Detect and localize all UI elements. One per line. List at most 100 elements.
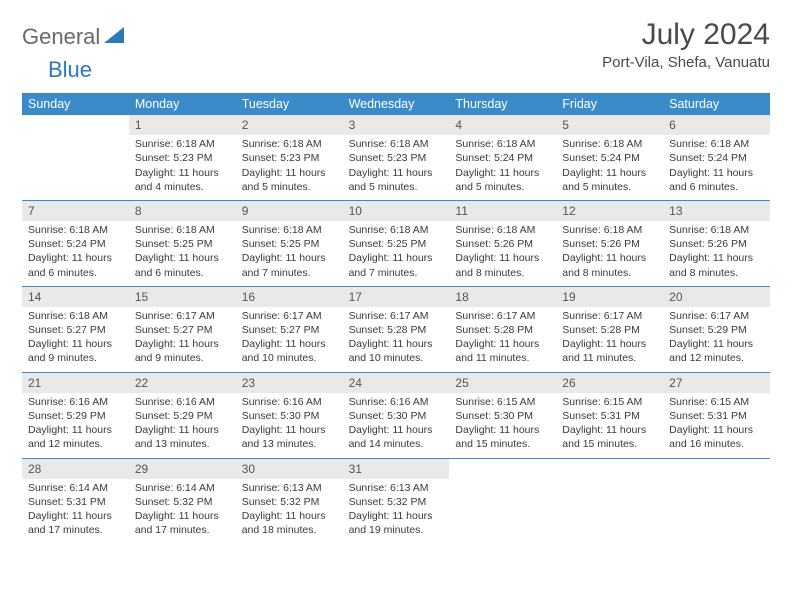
daylight1-text: Daylight: 11 hours [28,509,123,523]
sunrise-text: Sunrise: 6:18 AM [669,223,764,237]
daylight2-text: and 13 minutes. [135,437,230,451]
calendar-header-row: Sunday Monday Tuesday Wednesday Thursday… [22,93,770,115]
sunset-text: Sunset: 5:32 PM [242,495,337,509]
day-number: 28 [22,459,129,479]
daylight1-text: Daylight: 11 hours [669,251,764,265]
daylight2-text: and 8 minutes. [669,266,764,280]
calendar-cell [22,115,129,200]
daylight1-text: Daylight: 11 hours [242,423,337,437]
daylight1-text: Daylight: 11 hours [455,251,550,265]
calendar-cell: 9Sunrise: 6:18 AMSunset: 5:25 PMDaylight… [236,200,343,286]
calendar-body: 1Sunrise: 6:18 AMSunset: 5:23 PMDaylight… [22,115,770,543]
sunrise-text: Sunrise: 6:18 AM [349,137,444,151]
daylight1-text: Daylight: 11 hours [455,337,550,351]
daylight1-text: Daylight: 11 hours [135,337,230,351]
day-number: 14 [22,287,129,307]
calendar-cell [556,458,663,544]
daylight2-text: and 11 minutes. [562,351,657,365]
daylight2-text: and 17 minutes. [28,523,123,537]
sunset-text: Sunset: 5:31 PM [562,409,657,423]
sunset-text: Sunset: 5:23 PM [349,151,444,165]
daylight1-text: Daylight: 11 hours [135,251,230,265]
brand-triangle-icon [104,27,124,48]
daylight2-text: and 15 minutes. [562,437,657,451]
sunrise-text: Sunrise: 6:17 AM [669,309,764,323]
brand-logo: General [22,24,126,50]
daylight2-text: and 5 minutes. [562,180,657,194]
sunrise-text: Sunrise: 6:15 AM [455,395,550,409]
daylight2-text: and 16 minutes. [669,437,764,451]
brand-word-2: Blue [48,57,92,82]
day-number: 3 [343,115,450,135]
daylight1-text: Daylight: 11 hours [562,423,657,437]
daylight2-text: and 9 minutes. [28,351,123,365]
daylight1-text: Daylight: 11 hours [28,337,123,351]
day-number: 13 [663,201,770,221]
day-number: 18 [449,287,556,307]
calendar-page: General July 2024 Port-Vila, Shefa, Vanu… [0,0,792,553]
daylight1-text: Daylight: 11 hours [669,337,764,351]
daylight1-text: Daylight: 11 hours [669,166,764,180]
calendar-cell: 12Sunrise: 6:18 AMSunset: 5:26 PMDayligh… [556,200,663,286]
calendar-cell: 28Sunrise: 6:14 AMSunset: 5:31 PMDayligh… [22,458,129,544]
day-number: 19 [556,287,663,307]
daylight1-text: Daylight: 11 hours [135,166,230,180]
daylight1-text: Daylight: 11 hours [562,166,657,180]
brand-word-1: General [22,24,100,50]
sunrise-text: Sunrise: 6:17 AM [455,309,550,323]
sunset-text: Sunset: 5:30 PM [349,409,444,423]
daylight1-text: Daylight: 11 hours [349,423,444,437]
daylight2-text: and 10 minutes. [242,351,337,365]
calendar-cell: 19Sunrise: 6:17 AMSunset: 5:28 PMDayligh… [556,286,663,372]
daylight2-text: and 14 minutes. [349,437,444,451]
sunset-text: Sunset: 5:27 PM [242,323,337,337]
calendar-cell: 29Sunrise: 6:14 AMSunset: 5:32 PMDayligh… [129,458,236,544]
daylight1-text: Daylight: 11 hours [242,166,337,180]
weekday-header: Sunday [22,93,129,115]
calendar-cell: 17Sunrise: 6:17 AMSunset: 5:28 PMDayligh… [343,286,450,372]
daylight1-text: Daylight: 11 hours [349,337,444,351]
sunset-text: Sunset: 5:28 PM [562,323,657,337]
calendar-cell: 24Sunrise: 6:16 AMSunset: 5:30 PMDayligh… [343,372,450,458]
calendar-cell: 23Sunrise: 6:16 AMSunset: 5:30 PMDayligh… [236,372,343,458]
daylight2-text: and 15 minutes. [455,437,550,451]
sunset-text: Sunset: 5:32 PM [135,495,230,509]
daylight2-text: and 6 minutes. [135,266,230,280]
sunset-text: Sunset: 5:28 PM [455,323,550,337]
day-number: 5 [556,115,663,135]
calendar-cell: 16Sunrise: 6:17 AMSunset: 5:27 PMDayligh… [236,286,343,372]
daylight2-text: and 12 minutes. [28,437,123,451]
daylight2-text: and 9 minutes. [135,351,230,365]
sunset-text: Sunset: 5:26 PM [669,237,764,251]
calendar-cell: 5Sunrise: 6:18 AMSunset: 5:24 PMDaylight… [556,115,663,200]
sunset-text: Sunset: 5:32 PM [349,495,444,509]
location-subtitle: Port-Vila, Shefa, Vanuatu [602,54,770,71]
day-number: 16 [236,287,343,307]
weekday-header: Monday [129,93,236,115]
daylight1-text: Daylight: 11 hours [455,166,550,180]
daylight2-text: and 19 minutes. [349,523,444,537]
sunset-text: Sunset: 5:30 PM [455,409,550,423]
sunset-text: Sunset: 5:24 PM [562,151,657,165]
calendar-cell: 15Sunrise: 6:17 AMSunset: 5:27 PMDayligh… [129,286,236,372]
calendar-cell: 30Sunrise: 6:13 AMSunset: 5:32 PMDayligh… [236,458,343,544]
sunset-text: Sunset: 5:28 PM [349,323,444,337]
calendar-cell: 27Sunrise: 6:15 AMSunset: 5:31 PMDayligh… [663,372,770,458]
day-number: 17 [343,287,450,307]
sunset-text: Sunset: 5:27 PM [135,323,230,337]
weekday-header: Thursday [449,93,556,115]
sunset-text: Sunset: 5:24 PM [28,237,123,251]
day-number: 2 [236,115,343,135]
daylight2-text: and 10 minutes. [349,351,444,365]
sunrise-text: Sunrise: 6:16 AM [28,395,123,409]
day-number: 12 [556,201,663,221]
calendar-cell: 11Sunrise: 6:18 AMSunset: 5:26 PMDayligh… [449,200,556,286]
day-number: 20 [663,287,770,307]
day-number: 15 [129,287,236,307]
calendar-cell: 25Sunrise: 6:15 AMSunset: 5:30 PMDayligh… [449,372,556,458]
daylight2-text: and 6 minutes. [669,180,764,194]
calendar-cell: 4Sunrise: 6:18 AMSunset: 5:24 PMDaylight… [449,115,556,200]
daylight2-text: and 5 minutes. [349,180,444,194]
sunrise-text: Sunrise: 6:18 AM [562,223,657,237]
sunset-text: Sunset: 5:26 PM [562,237,657,251]
